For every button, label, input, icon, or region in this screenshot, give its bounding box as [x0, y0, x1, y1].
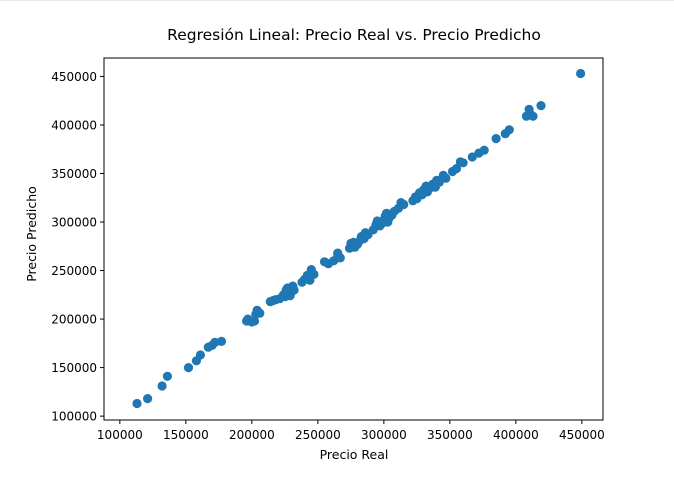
data-point-86: [451, 164, 462, 174]
x-tick-label-3: 250000: [295, 428, 341, 442]
window-top-border: [0, 0, 674, 1]
data-point-99: [536, 101, 546, 111]
x-axis-label: Precio Real: [320, 447, 389, 462]
y-tick-label-2: 200000: [51, 313, 97, 327]
data-point-3: [162, 371, 172, 381]
x-tick-label-5: 350000: [427, 428, 473, 442]
y-tick-label-5: 350000: [51, 167, 97, 181]
data-point-14: [249, 316, 260, 326]
x-tick-label-0: 100000: [97, 428, 143, 442]
data-point-91: [479, 145, 489, 155]
data-point-17: [255, 308, 265, 318]
x-tick-label-7: 450000: [559, 428, 605, 442]
data-point-30: [289, 285, 299, 295]
data-point-6: [195, 350, 205, 360]
data-point-94: [504, 125, 514, 135]
data-point-88: [458, 158, 468, 168]
data-point-2: [157, 381, 167, 391]
points-layer: [132, 68, 586, 409]
data-point-69: [399, 199, 409, 210]
chart-title: Regresión Lineal: Precio Real vs. Precio…: [167, 26, 541, 44]
y-tick-label-7: 450000: [51, 70, 97, 84]
y-tick-label-0: 100000: [51, 410, 97, 424]
data-point-84: [441, 173, 451, 183]
x-tick-label-4: 300000: [361, 428, 407, 442]
data-point-98: [528, 111, 538, 121]
data-point-36: [309, 269, 319, 279]
y-axis-ticks: 100000 150000 200000 250000 300000 350000 4000…: [51, 70, 104, 424]
y-axis-label: Precio Predicho: [24, 186, 39, 282]
data-point-0: [132, 398, 142, 409]
x-tick-label-6: 400000: [493, 428, 539, 442]
x-axis-ticks: 100000 150000 200000 250000 300000 350000 4000…: [97, 420, 605, 442]
y-tick-label-3: 250000: [51, 264, 97, 278]
data-point-4: [183, 363, 194, 373]
y-tick-label-4: 300000: [51, 216, 97, 230]
data-point-42: [335, 253, 345, 263]
x-tick-label-2: 200000: [229, 428, 275, 442]
y-tick-label-6: 400000: [51, 118, 97, 132]
data-point-100: [576, 68, 586, 79]
data-point-1: [143, 394, 153, 404]
plot-area-frame: [103, 57, 604, 421]
x-tick-label-1: 150000: [163, 428, 209, 442]
y-tick-label-1: 150000: [51, 361, 97, 375]
data-point-10: [216, 336, 227, 346]
data-point-92: [491, 134, 501, 144]
